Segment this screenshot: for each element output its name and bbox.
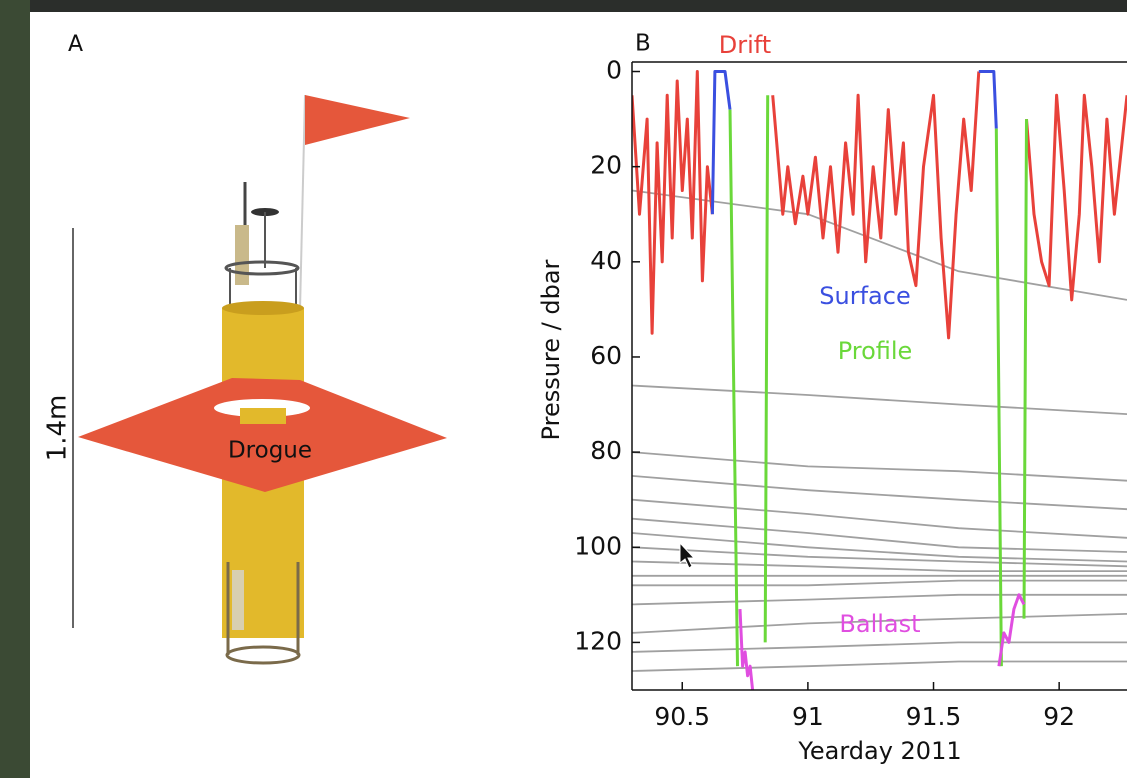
drogue [78, 378, 447, 492]
bottom-ring [225, 645, 301, 665]
x-tick-label: 92 [1043, 702, 1075, 731]
contour-line [632, 451, 1127, 482]
y-tick-label: 80 [590, 436, 622, 465]
sensor [235, 225, 249, 285]
left-edge [0, 0, 30, 778]
contour-line [632, 189, 1127, 301]
drogue-label: Drogue [228, 438, 312, 464]
contour-line [632, 579, 1127, 587]
panel-label: A [68, 32, 83, 57]
flag [305, 95, 410, 145]
mouse-cursor [679, 541, 696, 569]
y-tick-label: 0 [606, 56, 622, 85]
cage-ring [224, 260, 300, 276]
x-axis-title: Yearday 2011 [797, 737, 961, 765]
float-illustration: A 1.4m Drogue [43, 32, 447, 665]
contour-line [632, 475, 1127, 511]
contour-line [632, 560, 1127, 572]
legend-label: Drift [719, 31, 771, 59]
x-tick-label: 91.5 [906, 702, 962, 731]
y-tick-label: 100 [574, 531, 622, 560]
contour-line [632, 517, 1127, 553]
series-line [728, 95, 1028, 667]
series-line [632, 70, 1127, 340]
sensor [232, 570, 244, 630]
panel-label: B [635, 31, 651, 57]
legend-label: Surface [819, 282, 910, 310]
chart: B Yearday 2011 Pressure / dbar 0 20 40 60 80… [537, 31, 1127, 765]
y-tick-label: 20 [590, 151, 622, 180]
contour-line [632, 532, 1127, 563]
legend-label: Ballast [839, 610, 920, 638]
contour-line [632, 593, 1127, 606]
y-tick-label: 40 [590, 246, 622, 275]
contour-line [632, 498, 1127, 539]
float-top [222, 301, 304, 315]
series-line [738, 593, 1026, 690]
contour-line [632, 613, 1127, 634]
contour-line [632, 660, 1127, 672]
float-body [222, 492, 304, 562]
series-line [710, 70, 998, 215]
y-axis-title: Pressure / dbar [537, 259, 565, 440]
contour-line [632, 641, 1127, 653]
flag-pole [299, 94, 306, 311]
float-body [240, 408, 286, 424]
contour-line [632, 384, 1127, 415]
contour-line [632, 546, 1127, 568]
scale-label: 1.4m [43, 395, 73, 462]
y-tick-label: 120 [574, 626, 622, 655]
x-tick-label: 90.5 [654, 702, 710, 731]
y-tick-label: 60 [590, 341, 622, 370]
x-tick-label: 91 [792, 702, 824, 731]
legend-label: Profile [838, 337, 913, 365]
